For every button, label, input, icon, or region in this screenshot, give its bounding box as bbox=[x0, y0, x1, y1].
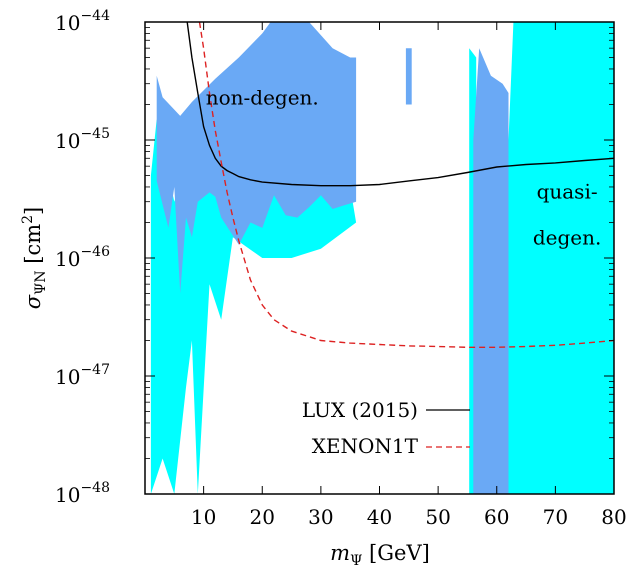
legend-label-lux: LUX (2015) bbox=[302, 398, 418, 422]
exclusion-curves bbox=[186, 22, 614, 348]
series-line-xenon1t bbox=[198, 22, 614, 348]
x-tick-label: 80 bbox=[601, 505, 626, 529]
y-tick-label: 10−45 bbox=[55, 126, 110, 153]
x-axis-ticks: 10 20 30 40 50 60 70 80 bbox=[191, 22, 627, 529]
y-tick-label: 10−47 bbox=[55, 362, 110, 389]
region-annotations: non-degen. quasi-degen. bbox=[206, 85, 602, 249]
region-1 bbox=[156, 22, 357, 294]
x-tick-label: 10 bbox=[191, 505, 216, 529]
y-axis-label: σΨN [cm2] bbox=[20, 207, 49, 310]
legend-label-xenon1t: XENON1T bbox=[312, 434, 419, 458]
annotation-label: degen. bbox=[533, 226, 602, 250]
y-tick-label: 10−44 bbox=[55, 8, 110, 35]
y-tick-label: 10−48 bbox=[55, 480, 110, 507]
series-line-lux bbox=[186, 22, 614, 187]
y-tick-label: 10−46 bbox=[55, 244, 110, 271]
region-2 bbox=[405, 48, 412, 105]
legend: LUX (2015) XENON1T bbox=[302, 398, 470, 458]
x-axis-label: mΨ [GeV] bbox=[330, 541, 430, 569]
x-tick-label: 60 bbox=[484, 505, 509, 529]
annotation-label: non-degen. bbox=[206, 85, 319, 109]
region-0 bbox=[150, 119, 357, 494]
region-5 bbox=[508, 22, 614, 494]
y-axis-ticks: 10−48 10−47 10−46 10−45 10−44 bbox=[55, 8, 614, 507]
x-tick-label: 50 bbox=[425, 505, 450, 529]
scan-regions bbox=[150, 22, 614, 494]
x-tick-label: 70 bbox=[543, 505, 568, 529]
annotation-label: quasi- bbox=[537, 179, 598, 203]
region-4 bbox=[473, 48, 509, 494]
x-tick-label: 40 bbox=[367, 505, 392, 529]
x-tick-label: 20 bbox=[250, 505, 275, 529]
x-tick-label: 30 bbox=[308, 505, 333, 529]
